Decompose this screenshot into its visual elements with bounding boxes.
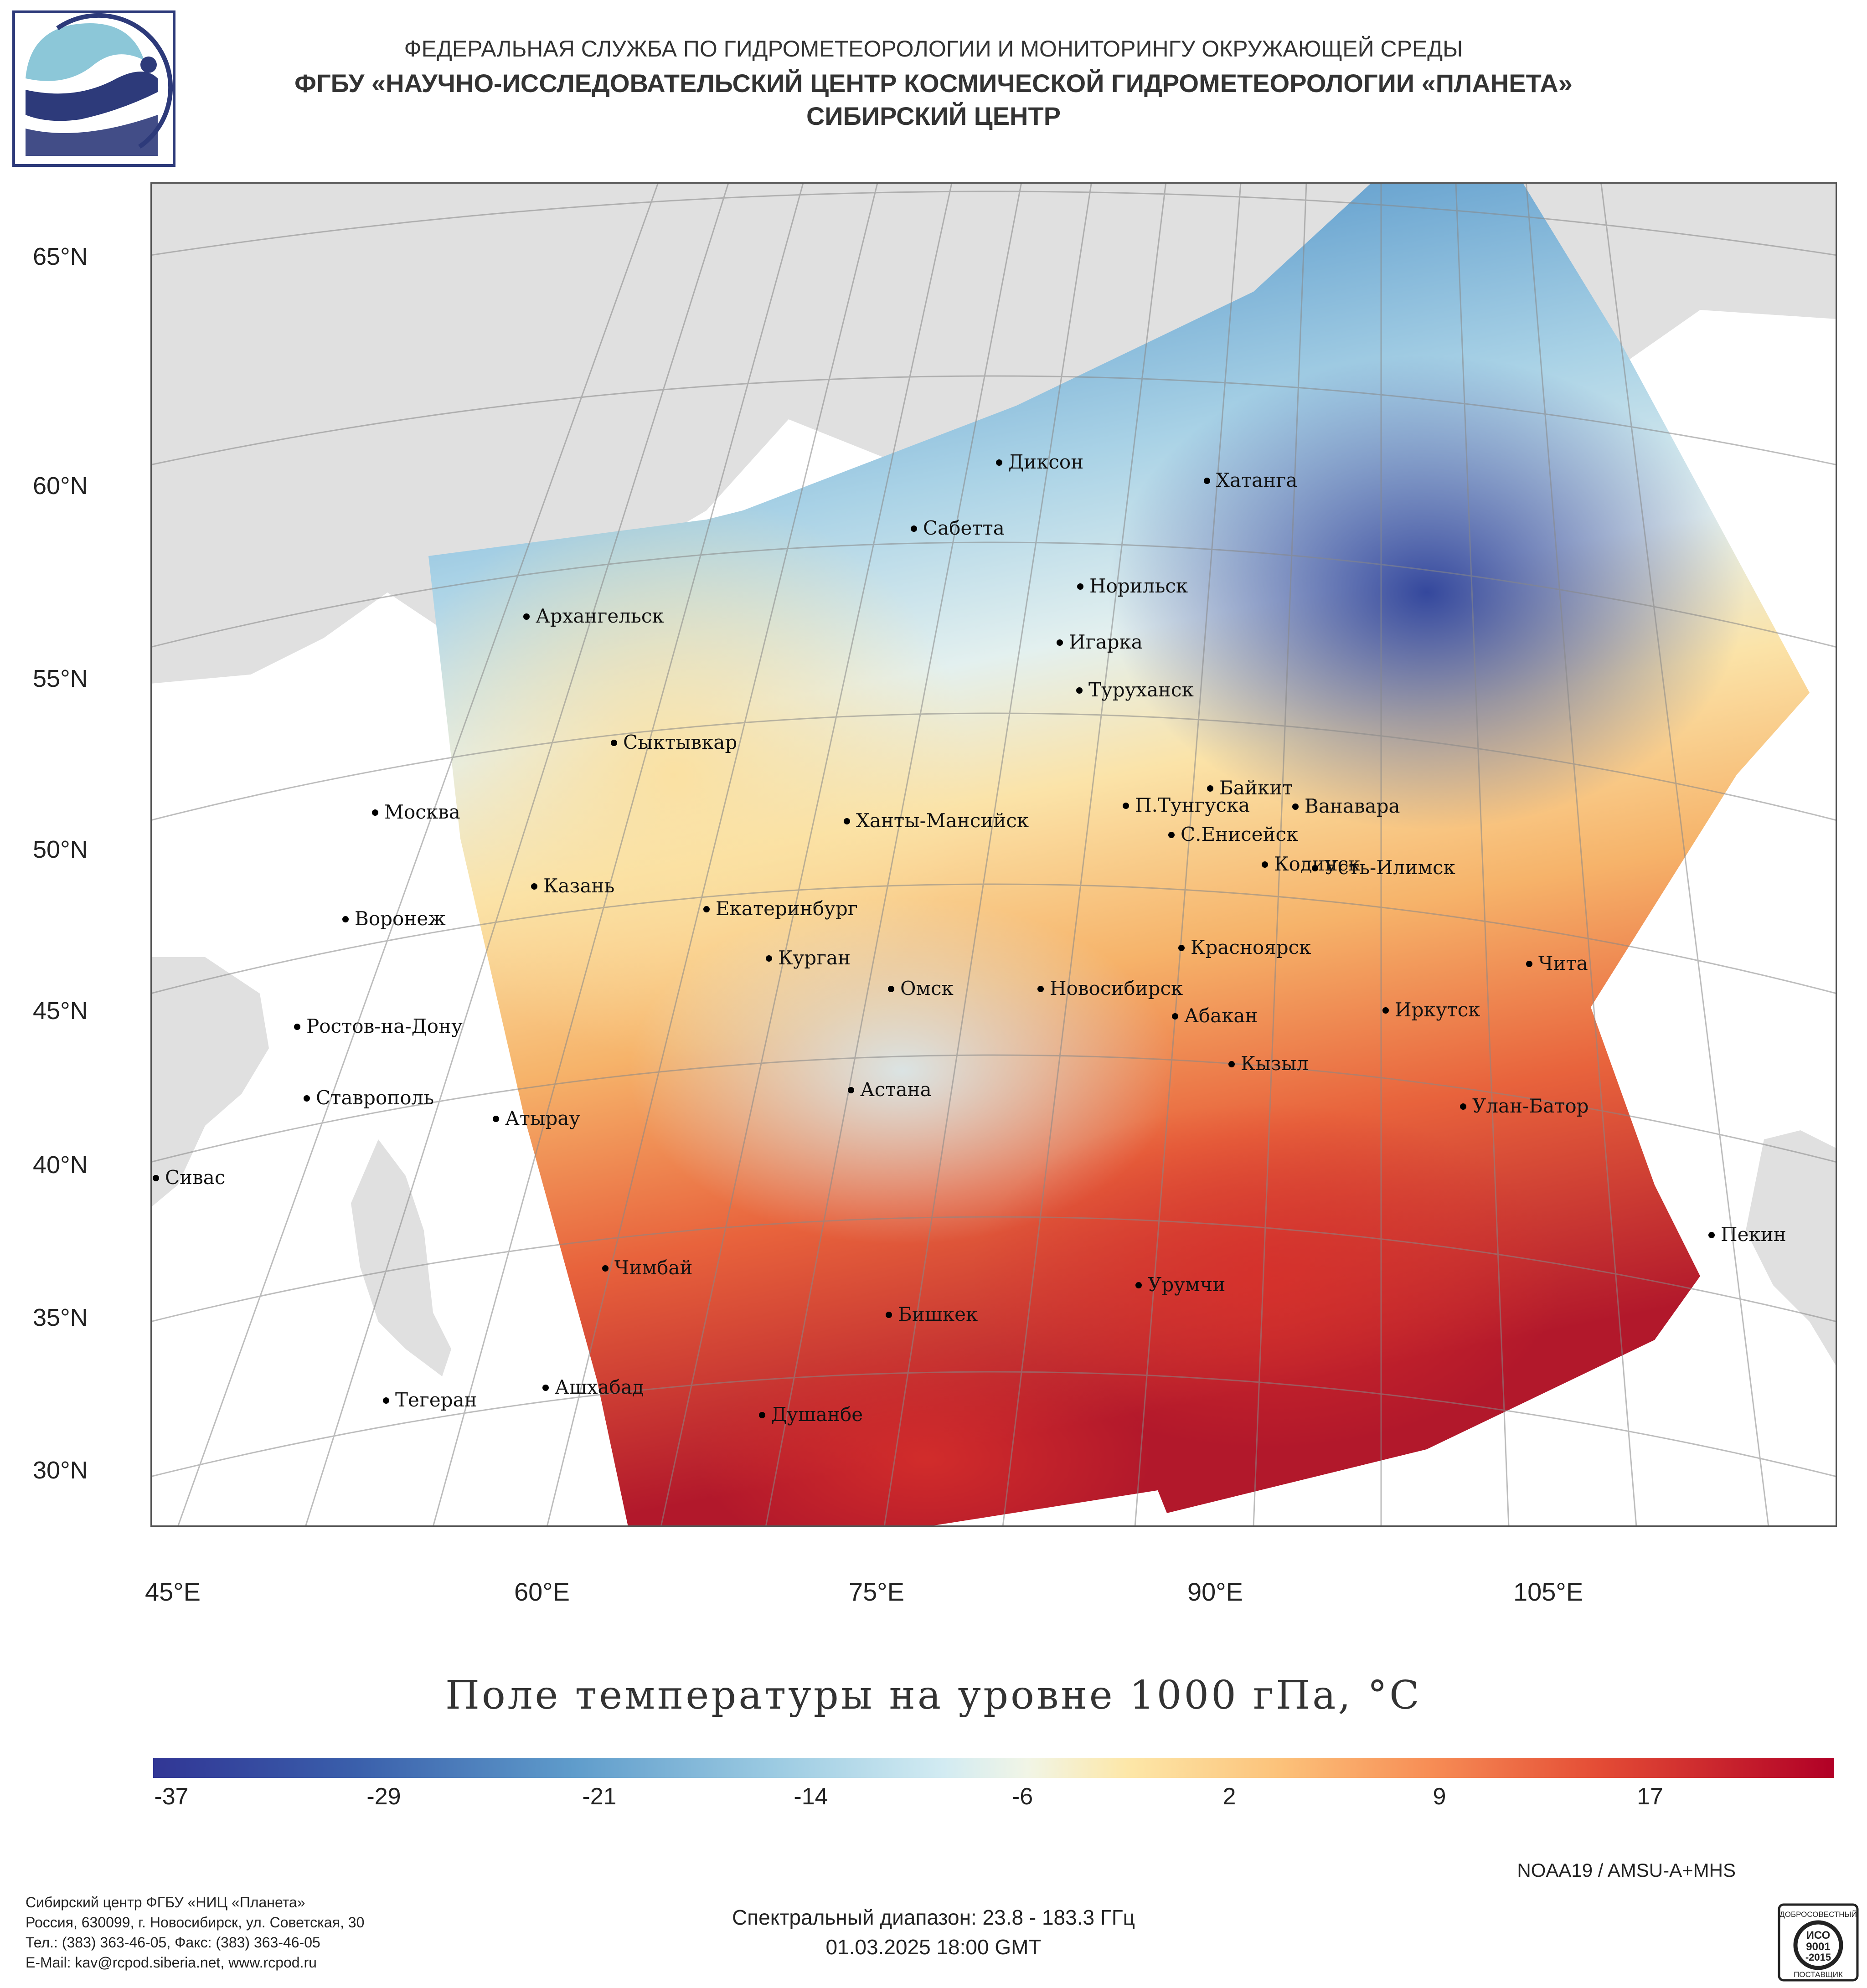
city-label: Красноярск: [1191, 936, 1311, 958]
observation-datetime: 01.03.2025 18:00 GMT: [825, 1935, 1042, 1959]
colorbar-tick: -21: [582, 1783, 617, 1810]
city-label: Бишкек: [898, 1303, 978, 1325]
iso-certification-badge: ДОБРОСОВЕСТНЫЙ ИСО 9001 -2015 ПОСТАВЩИК: [1778, 1903, 1859, 1982]
city-label: Сабетта: [923, 517, 1005, 539]
lon-label-105: 105°E: [1513, 1577, 1583, 1606]
city-label: Чита: [1538, 952, 1588, 974]
city-label: Улан-Батор: [1472, 1095, 1589, 1117]
lat-label-65: 65°N: [33, 243, 88, 270]
lon-label-75: 75°E: [849, 1577, 905, 1606]
city-label: Сыктывкар: [623, 731, 737, 753]
city-label: Кызыл: [1241, 1052, 1309, 1075]
city-label: Тегеран: [395, 1389, 477, 1411]
svg-text:ДОБРОСОВЕСТНЫЙ: ДОБРОСОВЕСТНЫЙ: [1779, 1910, 1857, 1919]
svg-text:ИСО: ИСО: [1806, 1929, 1831, 1942]
colorbar-tick: -14: [794, 1783, 828, 1810]
city-label: Новосибирск: [1050, 977, 1183, 999]
city-label: Атырау: [505, 1107, 580, 1129]
org-phone: Тел.: (383) 363-46-05, Факс: (383) 363-4…: [26, 1934, 320, 1951]
header-center: СИБИРСКИЙ ЦЕНТР: [806, 102, 1061, 130]
svg-text:-2015: -2015: [1805, 1952, 1831, 1963]
city-label: С.Енисейск: [1181, 823, 1298, 845]
temperature-map: Диксон Хатанга Сабетта Норильск Архангел…: [150, 182, 1837, 1527]
city-label: Чимбай: [614, 1257, 692, 1279]
lat-label-45: 45°N: [33, 997, 88, 1025]
planeta-logo: [12, 10, 175, 167]
city-label: Абакан: [1184, 1004, 1258, 1027]
city-label: Байкит: [1219, 777, 1293, 799]
header-institute: ФГБУ «НАУЧНО-ИССЛЕДОВАТЕЛЬСКИЙ ЦЕНТР КОС…: [294, 69, 1573, 98]
city-label: Ставрополь: [316, 1087, 434, 1109]
colorbar-tick: -29: [366, 1783, 401, 1810]
lat-label-55: 55°N: [33, 665, 88, 692]
map-title: Поле температуры на уровне 1000 гПа, °С: [445, 1673, 1422, 1718]
lat-label-40: 40°N: [33, 1151, 88, 1179]
svg-text:9001: 9001: [1806, 1941, 1830, 1953]
city-label: Хатанга: [1216, 469, 1297, 491]
city-label: Кодинск: [1274, 853, 1360, 875]
city-label: Омск: [900, 977, 954, 999]
city-label: Диксон: [1008, 451, 1083, 473]
city-label: Душанбе: [771, 1403, 863, 1426]
city-label: Игарка: [1069, 631, 1143, 653]
city-label: Москва: [384, 801, 460, 823]
lon-label-90: 90°E: [1187, 1577, 1243, 1606]
city-label: П.Тунгуска: [1135, 794, 1250, 816]
city-label: Курган: [778, 947, 851, 969]
city-label: Туруханск: [1088, 679, 1194, 701]
colorbar-tick: 17: [1637, 1783, 1663, 1810]
city-markers: Диксон Хатанга Сабетта Норильск Архангел…: [153, 451, 1786, 1426]
spectral-range: Спектральный диапазон: 23.8 - 183.3 ГГц: [732, 1906, 1135, 1929]
org-email: E-Mail: kav@rcpod.siberia.net, www.rcpod…: [26, 1954, 317, 1971]
city-label: Екатеринбург: [716, 897, 858, 920]
city-label: Архангельск: [536, 605, 664, 627]
city-label: Усть-Илимск: [1324, 856, 1455, 879]
city-label: Астана: [860, 1078, 932, 1101]
city-label: Пекин: [1721, 1223, 1786, 1246]
city-label: Ростов-на-Дону: [306, 1015, 463, 1037]
city-label: Ашхабад: [555, 1376, 644, 1398]
city-label: Воронеж: [355, 907, 446, 930]
satellite-instrument: NOAA19 / AMSU-A+MHS: [1517, 1859, 1736, 1881]
lon-label-45: 45°E: [145, 1577, 201, 1606]
colorbar-tick: 2: [1222, 1783, 1236, 1810]
city-label: Иркутск: [1395, 999, 1480, 1021]
city-label: Ванавара: [1305, 795, 1400, 817]
lat-label-60: 60°N: [33, 472, 88, 500]
svg-text:ПОСТАВЩИК: ПОСТАВЩИК: [1794, 1970, 1843, 1979]
lat-label-35: 35°N: [33, 1304, 88, 1331]
city-label: Сивас: [165, 1166, 225, 1189]
city-label: Ханты-Мансийск: [856, 809, 1029, 832]
lat-label-50: 50°N: [33, 836, 88, 863]
city-label: Казань: [543, 875, 614, 897]
lon-label-60: 60°E: [514, 1577, 570, 1606]
org-name: Сибирский центр ФГБУ «НИЦ «Планета»: [26, 1894, 305, 1911]
header-agency: ФЕДЕРАЛЬНАЯ СЛУЖБА ПО ГИДРОМЕТЕОРОЛОГИИ …: [404, 36, 1463, 62]
organization-contacts: Сибирский центр ФГБУ «НИЦ «Планета» Росс…: [26, 1892, 364, 1973]
colorbar-tick: -37: [154, 1783, 189, 1810]
city-label: Норильск: [1089, 575, 1188, 597]
org-address: Россия, 630099, г. Новосибирск, ул. Сове…: [26, 1914, 365, 1931]
colorbar-tick: 9: [1433, 1783, 1446, 1810]
city-label: Урумчи: [1148, 1273, 1225, 1296]
colorbar-tick: -6: [1011, 1783, 1033, 1810]
colorbar: [153, 1758, 1834, 1778]
lat-label-30: 30°N: [33, 1457, 88, 1484]
